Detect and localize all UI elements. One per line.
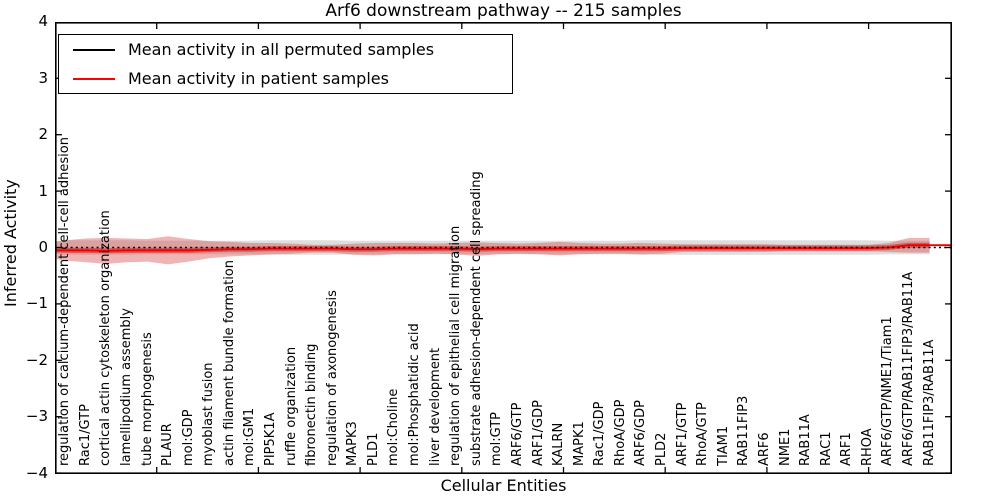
- x-tick-label: mol:GTP: [489, 412, 505, 466]
- x-tick-label: myoblast fusion: [201, 362, 217, 466]
- x-axis-label: Cellular Entities: [440, 476, 567, 495]
- x-tick-label: ARF6/GTP/NME1/Tiam1: [880, 316, 896, 466]
- x-tick-label: mol:Phosphatidic acid: [407, 323, 423, 466]
- x-tick-label: ARF6: [756, 432, 772, 466]
- y-tick-label: 1: [38, 181, 48, 200]
- x-tick-label: RhoA/GTP: [695, 402, 711, 466]
- plot-area: [55, 22, 952, 474]
- y-tick-label: 2: [38, 125, 48, 144]
- x-tick-label: lamellipodium assembly: [118, 308, 134, 466]
- legend-item-label: Mean activity in patient samples: [128, 68, 389, 88]
- x-tick-label: actin filament bundle formation: [221, 260, 237, 466]
- x-tick-label: fibronectin binding: [304, 343, 320, 466]
- x-tick-label: liver development: [427, 347, 443, 466]
- legend: Mean activity in all permuted samples Me…: [58, 34, 513, 94]
- x-tick-label: RHOA: [859, 428, 875, 466]
- x-tick-label: cortical actin cytoskeleton organization: [98, 210, 114, 466]
- x-tick-label: NME1: [777, 428, 793, 466]
- x-tick-label: MAPK3: [345, 421, 361, 466]
- x-tick-label: Rac1/GDP: [592, 401, 608, 466]
- x-tick-label: ARF1/GTP: [674, 402, 690, 466]
- y-tick-label: 0: [38, 238, 48, 256]
- x-tick-label: RAC1: [818, 431, 834, 466]
- y-tick-label: −2: [25, 350, 48, 369]
- x-tick-label: RAB11A: [798, 414, 814, 466]
- x-tick-label: regulation of calcium-dependent cell-cel…: [57, 137, 73, 466]
- x-tick-label: tube morphogenesis: [139, 332, 155, 466]
- y-tick-label: 3: [38, 68, 48, 87]
- legend-item: Mean activity in all permuted samples: [59, 35, 512, 64]
- legend-item-label: Mean activity in all permuted samples: [128, 39, 435, 59]
- x-tick-label: ARF1/GDP: [530, 400, 546, 466]
- x-tick-label: KALRN: [551, 422, 567, 466]
- x-tick-label: PLD2: [654, 432, 670, 466]
- x-tick-label: TIAM1: [715, 425, 731, 466]
- x-tick-label: Rac1/GTP: [77, 404, 93, 466]
- x-tick-label: ARF6/GTP: [509, 402, 525, 466]
- x-tick-label: regulation of axonogenesis: [324, 290, 340, 466]
- x-tick-label: RhoA/GDP: [612, 399, 628, 466]
- y-tick-label: −4: [25, 463, 48, 482]
- legend-line-permuted: [73, 48, 115, 51]
- y-tick-label: −1: [25, 294, 48, 313]
- x-tick-label: mol:GDP: [180, 409, 196, 466]
- chart-title: Arf6 downstream pathway -- 215 samples: [325, 1, 682, 21]
- x-tick-label: substrate adhesion-dependent cell spread…: [468, 171, 484, 466]
- x-tick-label: regulation of epithelial cell migration: [448, 225, 464, 466]
- x-tick-label: MAPK1: [571, 421, 587, 466]
- x-tick-label: ruffle organization: [283, 346, 299, 466]
- y-tick-label: −3: [25, 407, 48, 426]
- legend-item: Mean activity in patient samples: [59, 64, 512, 93]
- x-tick-label: mol:Choline: [386, 388, 402, 466]
- x-tick-label: RAB11FIP3: [736, 395, 752, 466]
- x-tick-label: mol:GM1: [242, 407, 258, 466]
- x-tick-label: ARF6/GTP/RAB11FIP3/RAB11A: [900, 271, 916, 466]
- x-tick-label: PIP5K1A: [263, 412, 278, 466]
- x-tick-label: ARF1: [839, 432, 855, 466]
- x-tick-label: ARF6/GDP: [633, 400, 649, 466]
- y-tick-label: 4: [38, 12, 48, 31]
- x-tick-label: PLD1: [365, 432, 381, 466]
- x-tick-label: PLAUR: [160, 423, 176, 466]
- x-tick-label: RAB11FIP3/RAB11A: [921, 339, 937, 466]
- legend-line-patient: [73, 77, 115, 80]
